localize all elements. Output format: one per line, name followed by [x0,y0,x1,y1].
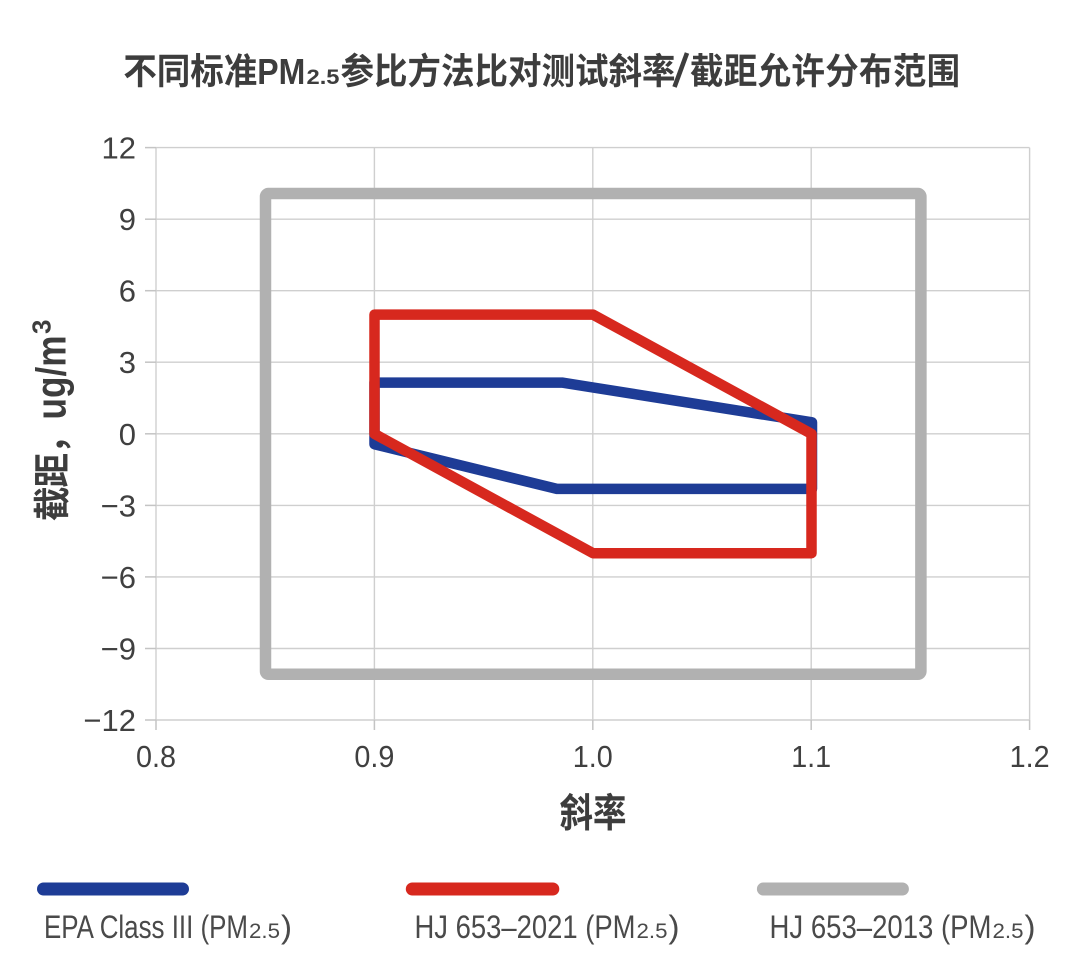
svg-text:): ) [1025,909,1036,945]
svg-text:): ) [281,909,292,945]
svg-text:3: 3 [119,345,136,380]
svg-text:ug/m: ug/m [28,336,75,420]
svg-text:0.9: 0.9 [354,739,394,774]
svg-text:1.0: 1.0 [573,739,613,774]
svg-text:−12: −12 [83,703,136,738]
svg-text:2.5: 2.5 [249,920,280,943]
svg-text:): ) [669,909,680,945]
svg-text:2.5: 2.5 [307,66,340,89]
svg-text:3: 3 [27,320,57,334]
svg-text:0.8: 0.8 [136,739,176,774]
svg-text:12: 12 [102,131,136,166]
svg-text:−9: −9 [101,632,136,667]
svg-text:6: 6 [119,274,136,309]
svg-text:2.5: 2.5 [993,920,1024,943]
svg-text:1.2: 1.2 [1010,739,1050,774]
svg-text:2.5: 2.5 [637,920,668,943]
svg-text:−3: −3 [101,488,136,523]
svg-text:0: 0 [119,417,136,452]
svg-text:HJ 653–2013 (PM: HJ 653–2013 (PM [770,909,992,945]
svg-text:−6: −6 [101,560,136,595]
svg-text:EPA Class III (PM: EPA Class III (PM [44,909,248,945]
svg-text:9: 9 [119,202,136,237]
svg-text:PM: PM [257,51,305,92]
svg-text:1.1: 1.1 [791,739,831,774]
svg-text:HJ 653–2021 (PM: HJ 653–2021 (PM [415,909,636,945]
